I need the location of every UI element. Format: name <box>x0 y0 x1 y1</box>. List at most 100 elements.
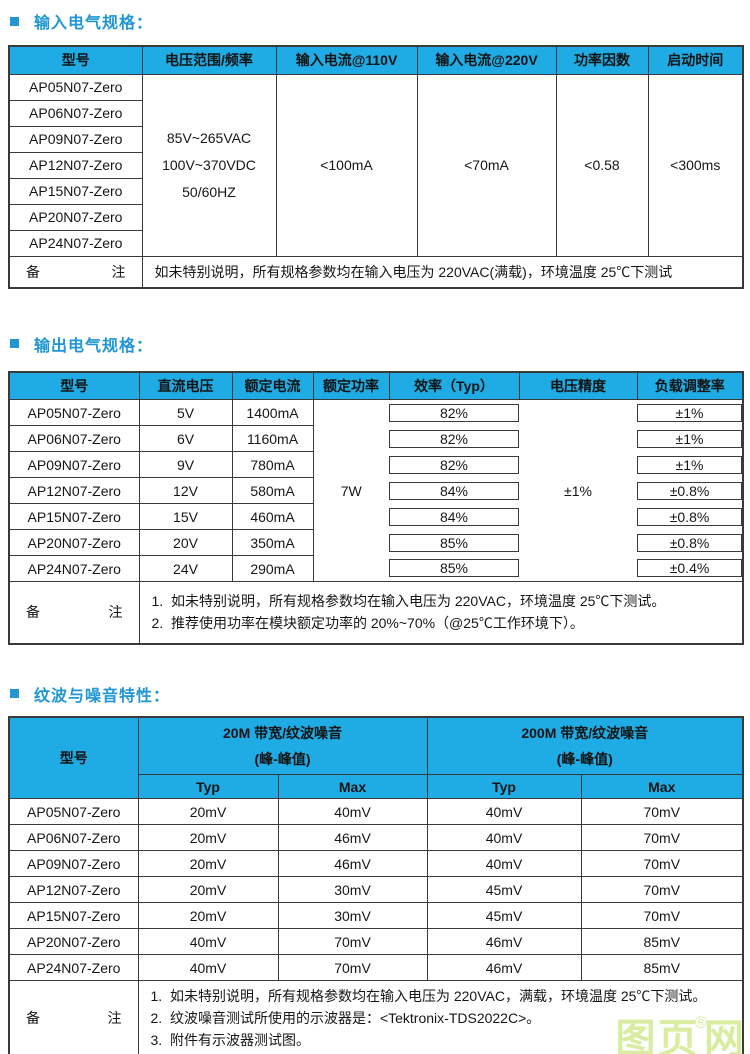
model-cell: AP20N07-Zero <box>8 928 139 955</box>
section-title-text: 输出电气规格： <box>34 337 154 355</box>
table-row: AP24N07-Zero 40mV 70mV 46mV 85mV <box>8 954 744 981</box>
voltage-range-line: 100V~370VDC <box>162 156 256 173</box>
table-row: AP20N07-Zero 40mV 70mV 46mV 85mV <box>8 928 744 955</box>
model-cell: AP20N07-Zero <box>8 529 140 556</box>
ripple-value-cell: 20mV <box>137 850 279 877</box>
table-row: AP05N07-Zero 20mV 40mV 40mV 70mV <box>8 798 744 825</box>
load-regulation-cell: ±1% <box>637 426 743 452</box>
model-cell: AP15N07-Zero <box>8 902 139 929</box>
col-header-voltage-range: 电压范围/频率 <box>141 45 277 75</box>
ripple-value-cell: 40mV <box>137 928 279 955</box>
col-header-power-factor: 功率因数 <box>555 45 649 75</box>
ripple-value-cell: 40mV <box>137 954 279 981</box>
square-bullet-icon <box>10 16 19 26</box>
ripple-value-cell: 45mV <box>426 902 582 929</box>
model-cell: AP12N07-Zero <box>8 477 140 504</box>
current-110v-cell: <100mA <box>275 73 418 257</box>
table-row: AP12N07-Zero 12V 580mA 84% ±0.8% <box>8 477 743 504</box>
efficiency-cell: 82% <box>389 426 519 452</box>
output-spec-table: 型号 直流电压 额定电流 额定功率 效率（Typ） 电压精度 负载调整率 AP0… <box>8 370 744 645</box>
section-title-text: 纹波与噪音特性： <box>34 687 171 705</box>
col-header-rated-power: 额定功率 <box>312 371 390 400</box>
rated-current-cell: 290mA <box>231 555 314 582</box>
col-header-efficiency: 效率（Typ） <box>388 371 520 400</box>
ripple-value-cell: 46mV <box>277 850 428 877</box>
col-header-rated-current: 额定电流 <box>231 371 314 400</box>
ripple-value-cell: 46mV <box>426 928 582 955</box>
group-header-line: 20M 带宽/纹波噪音 <box>223 724 343 741</box>
section-title-ripple-noise: 纹波与噪音特性： <box>10 682 750 706</box>
model-cell: AP09N07-Zero <box>8 850 139 877</box>
ripple-value-cell: 70mV <box>580 850 744 877</box>
registered-trademark-icon: ® <box>694 1013 709 1032</box>
model-cell: AP24N07-Zero <box>8 954 139 981</box>
note-label-cell: 备 注 <box>8 255 143 288</box>
section-title-text: 输入电气规格： <box>34 15 154 32</box>
ripple-value-cell: 70mV <box>277 928 428 955</box>
header-row: 型号 直流电压 额定电流 额定功率 效率（Typ） 电压精度 负载调整率 <box>8 371 744 400</box>
model-cell: AP06N07-Zero <box>8 425 140 452</box>
table-row: AP06N07-Zero 20mV 46mV 40mV 70mV <box>8 824 744 851</box>
rated-power-cell: 7W <box>312 399 389 582</box>
table-row: AP05N07-Zero 5V 1400mA 7W 82% ±1% ±1% <box>8 399 743 582</box>
efficiency-cell: 82% <box>389 400 519 426</box>
ripple-noise-table: 型号 20M 带宽/纹波噪音 (峰-峰值) 200M 带宽/纹波噪音 (峰-峰值… <box>8 715 745 1054</box>
col-header-model: 型号 <box>8 371 140 400</box>
ripple-value-cell: 70mV <box>277 954 428 981</box>
col-header-startup-time: 启动时间 <box>647 45 744 75</box>
current-220v-cell: <70mA <box>416 73 557 257</box>
note-text-cell: 如未特别说明，所有规格参数均在输入电压为 220VAC(满载)，环境温度 25℃… <box>141 255 744 288</box>
model-cell: AP05N07-Zero <box>8 73 143 101</box>
ripple-value-cell: 40mV <box>426 824 582 851</box>
ripple-value-cell: 20mV <box>137 902 279 929</box>
sub-header-typ: Typ <box>426 774 582 799</box>
col-header-dc-voltage: 直流电压 <box>138 371 233 400</box>
watermark-text: 图页 <box>615 1017 700 1054</box>
group-header-line: 200M 带宽/纹波噪音 <box>521 724 649 741</box>
rated-current-cell: 780mA <box>231 451 314 478</box>
dc-voltage-cell: 9V <box>138 451 233 478</box>
load-regulation-cell: ±0.4% <box>637 556 743 582</box>
table-row: AP24N07-Zero <box>8 229 743 257</box>
load-regulation-cell: ±0.8% <box>637 504 743 530</box>
model-cell: AP06N07-Zero <box>8 824 139 851</box>
col-header-current-110v: 输入电流@110V <box>275 45 418 75</box>
rated-current-cell: 1400mA <box>231 399 314 426</box>
voltage-accuracy-cell: ±1% <box>519 399 637 582</box>
datasheet-page: 输入电气规格： 型号 电压范围/频率 输入电流@110V 输入电流@220V 功… <box>0 9 750 1054</box>
sub-header-max: Max <box>580 774 744 799</box>
load-regulation-cell: ±1% <box>637 400 743 426</box>
header-row: 型号 20M 带宽/纹波噪音 (峰-峰值) 200M 带宽/纹波噪音 (峰-峰值… <box>8 716 744 799</box>
efficiency-cell: 85% <box>389 556 519 582</box>
note-label-char: 备 <box>26 263 40 280</box>
model-cell: AP12N07-Zero <box>8 876 139 903</box>
ripple-value-cell: 30mV <box>277 876 428 903</box>
voltage-range-cell: 85V~265VAC 100V~370VDC 50/60HZ <box>141 73 277 257</box>
note-label-char: 注 <box>111 263 126 280</box>
ripple-value-cell: 20mV <box>137 824 279 851</box>
ripple-value-cell: 40mV <box>426 850 582 877</box>
group-header-line: (峰-峰值) <box>556 750 613 767</box>
note-text-cell: 1. 如未特别说明，所有规格参数均在输入电压为 220VAC，环境温度 25℃下… <box>138 581 744 644</box>
rated-current-cell: 580mA <box>231 477 314 504</box>
note-line: 1. 如未特别说明，所有规格参数均在输入电压为 220VAC，环境温度 25℃下… <box>151 593 666 610</box>
dc-voltage-cell: 6V <box>138 425 233 452</box>
watermark-text: 网 <box>704 1017 746 1054</box>
efficiency-cell: 84% <box>389 478 519 504</box>
table-row: AP09N07-Zero 20mV 46mV 40mV 70mV <box>8 850 744 877</box>
note-text-cell: 1. 如未特别说明，所有规格参数均在输入电压为 220VAC，满载，环境温度 2… <box>137 980 744 1054</box>
ripple-value-cell: 85mV <box>580 928 744 955</box>
efficiency-cell: 84% <box>389 504 519 530</box>
col-header-load-regulation: 负载调整率 <box>636 371 744 400</box>
dc-voltage-cell: 20V <box>138 529 233 556</box>
model-cell: AP05N07-Zero <box>8 399 140 426</box>
model-cell: AP15N07-Zero <box>8 177 143 205</box>
table-row: AP15N07-Zero 15V 460mA 84% ±0.8% <box>8 503 743 530</box>
note-line: 如未特别说明，所有规格参数均在输入电压为 220VAC(满载)，环境温度 25℃… <box>154 263 673 280</box>
ripple-value-cell: 85mV <box>580 954 744 981</box>
note-row: 备 注 1. 如未特别说明，所有规格参数均在输入电压为 220VAC，环境温度 … <box>8 581 744 644</box>
note-label-char: 注 <box>108 604 123 621</box>
efficiency-cell: 85% <box>389 530 519 556</box>
square-bullet-icon <box>10 689 19 698</box>
note-line: 3. 附件有示波器测试图。 <box>150 1032 310 1048</box>
